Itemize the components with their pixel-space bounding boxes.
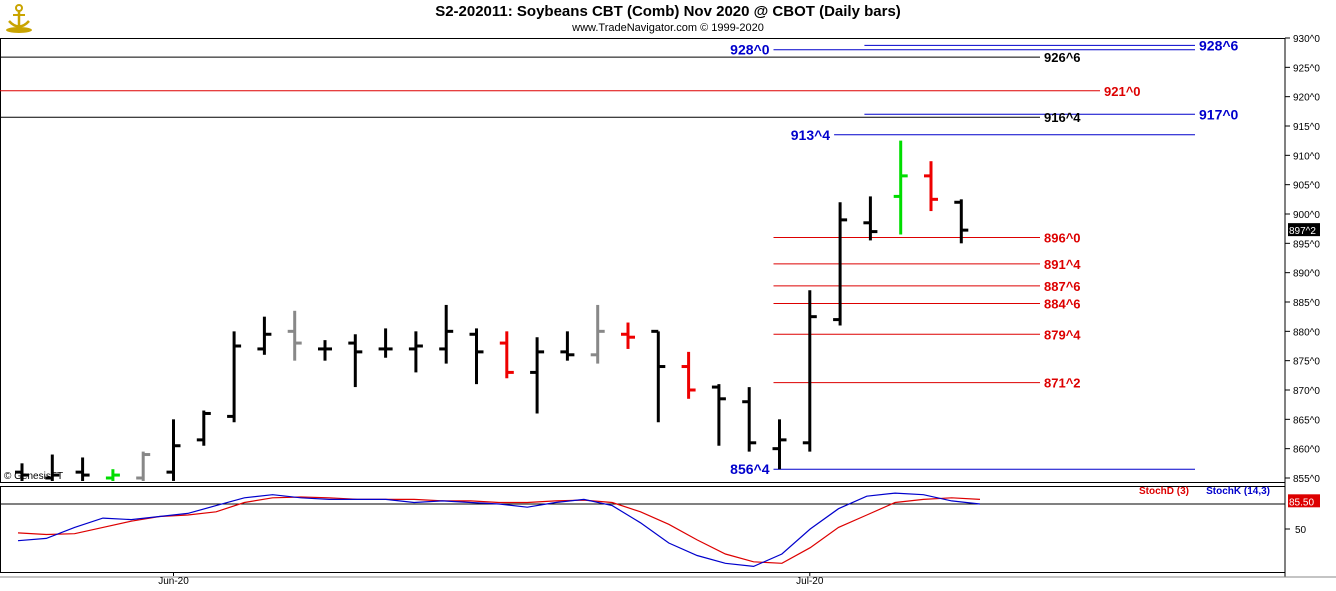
stochastic-panel: 50 StochD (3) StochK (14,3) 85.50 xyxy=(0,486,1320,568)
ohlc-bars xyxy=(15,140,969,481)
price-tick-label: 920^0 xyxy=(1293,93,1320,104)
price-tick-label: 860^0 xyxy=(1293,445,1320,456)
ohlc-bar xyxy=(499,331,514,379)
ohlc-bar xyxy=(75,457,90,481)
ohlc-bar xyxy=(287,310,302,361)
ohlc-bar xyxy=(45,454,60,481)
ohlc-bar xyxy=(833,202,848,326)
ohlc-bar xyxy=(439,304,454,364)
price-level-label: 916^4 xyxy=(1044,110,1081,125)
date-tick-label: Jun-20 xyxy=(158,576,189,587)
ohlc-bar xyxy=(742,387,757,452)
ohlc-bar xyxy=(196,410,211,446)
price-level-label: 884^6 xyxy=(1044,296,1081,311)
price-levels: 928^0 928^6 926^6 921^0 917^0 916^4 913^4 896^0… xyxy=(0,37,1239,477)
stochastic-panel-border xyxy=(0,486,1286,573)
ohlc-bar xyxy=(863,196,878,241)
price-tick-label: 915^0 xyxy=(1293,122,1320,133)
chart-subtitle: www.TradeNavigator.com © 1999-2020 xyxy=(572,22,764,34)
price-level-label: 891^4 xyxy=(1044,257,1081,272)
price-level-label: 887^6 xyxy=(1044,279,1081,294)
price-tick-label: 900^0 xyxy=(1293,210,1320,221)
ohlc-bar xyxy=(348,334,363,388)
price-level-label: 871^2 xyxy=(1044,376,1081,391)
last-price-label: 897^2 xyxy=(1289,226,1316,237)
ohlc-bar xyxy=(954,199,969,244)
price-level-label: 928^0 xyxy=(730,42,770,58)
price-level-label: 856^4 xyxy=(730,461,770,477)
price-tick-label: 855^0 xyxy=(1293,474,1320,485)
chart-title: S2-202011: Soybeans CBT (Comb) Nov 2020 … xyxy=(435,3,901,20)
price-tick-label: 925^0 xyxy=(1293,63,1320,74)
watermark: © GenesisFT xyxy=(4,471,63,482)
ohlc-bar xyxy=(257,316,272,355)
ohlc-bar xyxy=(924,161,938,212)
price-tick-label: 875^0 xyxy=(1293,357,1320,368)
ohlc-bar xyxy=(105,469,120,481)
ohlc-bar xyxy=(469,328,484,385)
price-tick-label: 865^0 xyxy=(1293,415,1320,426)
price-level-label: 896^0 xyxy=(1044,230,1081,245)
price-panel-border xyxy=(0,38,1286,483)
ohlc-bar xyxy=(166,419,181,481)
price-tick-label: 910^0 xyxy=(1293,151,1320,162)
ohlc-bar xyxy=(15,463,29,481)
ohlc-bar xyxy=(408,331,423,373)
chart-frame xyxy=(0,38,1336,578)
ohlc-bar xyxy=(772,419,787,470)
stoch-k-legend: StochK (14,3) xyxy=(1206,486,1270,497)
stoch-tick-label: 50 xyxy=(1295,525,1307,536)
ohlc-bar xyxy=(651,329,666,423)
price-tick-label: 885^0 xyxy=(1293,298,1320,309)
price-level-label: 917^0 xyxy=(1199,106,1239,122)
stoch-d-legend: StochD (3) xyxy=(1139,486,1189,497)
price-axis[interactable]: 930^0 925^0 920^0 915^0 910^0 905^0 900^0 895^0… xyxy=(1285,34,1320,485)
ohlc-bar xyxy=(318,340,332,361)
price-level-label: 921^0 xyxy=(1104,84,1141,99)
ohlc-bar xyxy=(227,331,242,423)
ohlc-bar xyxy=(893,140,908,235)
ohlc-bar xyxy=(590,304,605,364)
price-tick-label: 870^0 xyxy=(1293,386,1320,397)
price-level-label: 928^6 xyxy=(1199,37,1239,53)
price-level-label: 879^4 xyxy=(1044,327,1081,342)
stoch-value-box xyxy=(1288,494,1320,508)
price-tick-label: 880^0 xyxy=(1293,327,1320,338)
date-tick-label: Jul-20 xyxy=(796,576,824,587)
price-tick-label: 895^0 xyxy=(1293,239,1320,250)
last-price-box xyxy=(1288,223,1320,237)
ohlc-bar xyxy=(681,351,696,399)
date-axis: Jun-20 Jul-20 xyxy=(158,572,824,587)
gold-anchor-logo-icon xyxy=(4,2,34,34)
stoch-series-line xyxy=(17,496,981,564)
ohlc-bar xyxy=(802,290,817,452)
ohlc-bar xyxy=(621,322,635,349)
ohlc-bar xyxy=(530,337,545,414)
ohlc-bar xyxy=(378,328,393,358)
price-level-label: 926^6 xyxy=(1044,50,1081,65)
ohlc-bar xyxy=(711,384,726,446)
chart-header: S2-202011: Soybeans CBT (Comb) Nov 2020 … xyxy=(0,0,1336,38)
stoch-value-label: 85.50 xyxy=(1289,497,1314,508)
price-tick-label: 905^0 xyxy=(1293,181,1320,192)
ohlc-bar xyxy=(136,451,151,481)
price-tick-label: 890^0 xyxy=(1293,269,1320,280)
price-level-label: 913^4 xyxy=(791,127,831,143)
stoch-series-line xyxy=(17,492,981,568)
ohlc-bar xyxy=(560,331,575,361)
price-tick-label: 930^0 xyxy=(1293,34,1320,45)
